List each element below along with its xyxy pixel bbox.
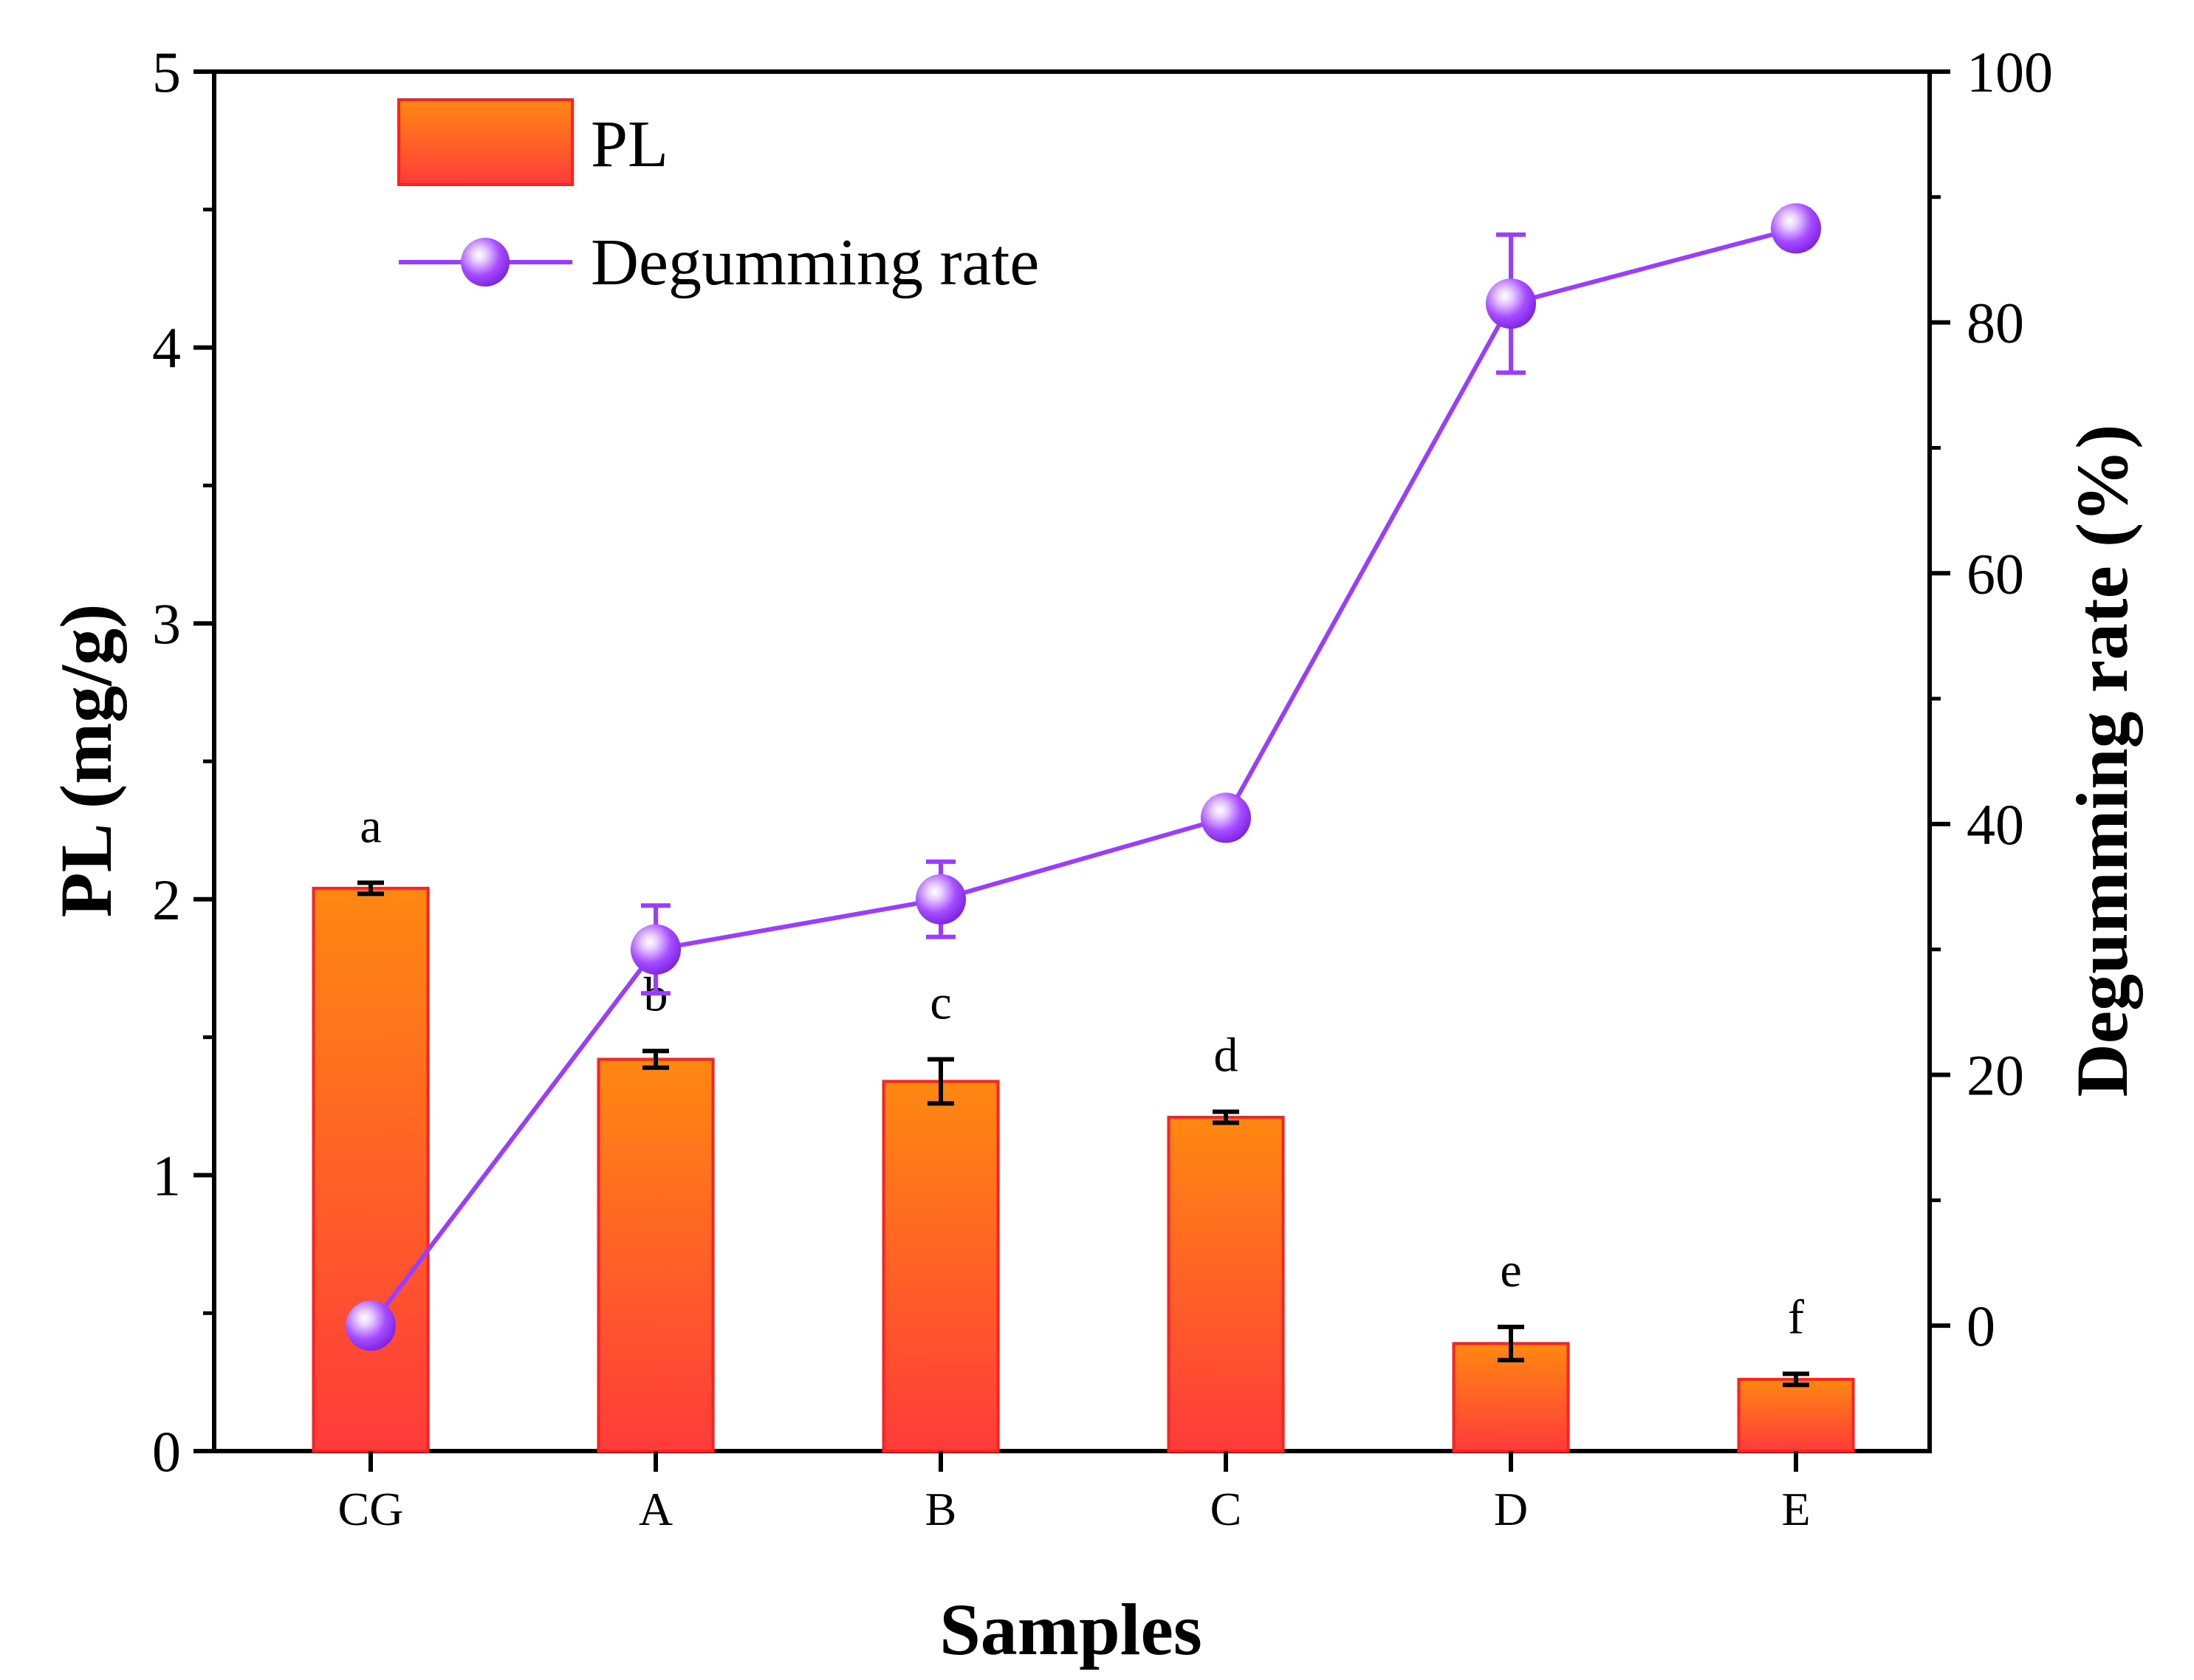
bars-layer — [312, 886, 1855, 1453]
right-tick-label-80: 80 — [1967, 291, 2024, 355]
degumming-point-B — [916, 874, 966, 925]
x-tick-label-A: A — [639, 1483, 673, 1535]
legend-swatch-pl — [397, 98, 574, 186]
bar-C — [1167, 1115, 1285, 1453]
x-axis-title: Samples — [939, 1588, 1202, 1670]
letters-layer: abcdef — [360, 799, 1804, 1344]
x-tick-label-CG: CG — [338, 1483, 404, 1535]
right-tick-label-40: 40 — [1967, 792, 2024, 857]
legend: PL Degumming rate — [397, 98, 1039, 299]
right-tick-label-60: 60 — [1967, 541, 2024, 606]
legend-label-degumming: Degumming rate — [591, 226, 1039, 299]
right-axis-title: Degumming rate (%) — [2061, 425, 2143, 1097]
bar-letter-CG: a — [360, 799, 381, 853]
legend-marker-degumming — [461, 238, 510, 287]
degumming-point-D — [1486, 278, 1536, 329]
degumming-point-E — [1771, 203, 1821, 254]
bar-B — [882, 1080, 1000, 1453]
left-tick-label-5: 5 — [152, 40, 181, 104]
line-layer — [346, 203, 1821, 1351]
bar-CG — [312, 886, 430, 1453]
bar-A — [597, 1057, 715, 1453]
bar-letter-E: f — [1788, 1290, 1804, 1344]
degumming-point-C — [1201, 792, 1251, 843]
x-tick-label-D: D — [1494, 1483, 1528, 1535]
axes-layer: 0 1 2 3 4 5 0 20 40 60 80 100 CG A B C D E — [152, 40, 2053, 1535]
x-tick-label-E: E — [1781, 1483, 1810, 1535]
right-tick-label-0: 0 — [1967, 1294, 1995, 1358]
bar-letter-D: e — [1500, 1244, 1521, 1297]
left-tick-label-4: 4 — [152, 316, 181, 380]
left-axis-title: PL (mg/g) — [45, 604, 127, 918]
right-tick-label-100: 100 — [1967, 40, 2053, 104]
degumming-point-CG — [346, 1300, 396, 1351]
right-tick-label-20: 20 — [1967, 1043, 2024, 1108]
bar-E — [1737, 1377, 1855, 1453]
bar-errors-layer — [357, 880, 1809, 1388]
bar-letter-B: c — [930, 976, 951, 1029]
left-tick-label-2: 2 — [152, 868, 181, 932]
left-tick-label-1: 1 — [152, 1143, 181, 1207]
x-tick-label-C: C — [1210, 1483, 1242, 1535]
left-tick-label-0: 0 — [152, 1419, 181, 1484]
degumming-point-A — [631, 924, 681, 975]
legend-label-pl: PL — [591, 108, 668, 181]
bar-letter-C: d — [1214, 1028, 1238, 1082]
left-tick-label-3: 3 — [152, 592, 181, 656]
x-tick-label-B: B — [925, 1483, 957, 1535]
degumming-line — [368, 226, 1797, 1327]
